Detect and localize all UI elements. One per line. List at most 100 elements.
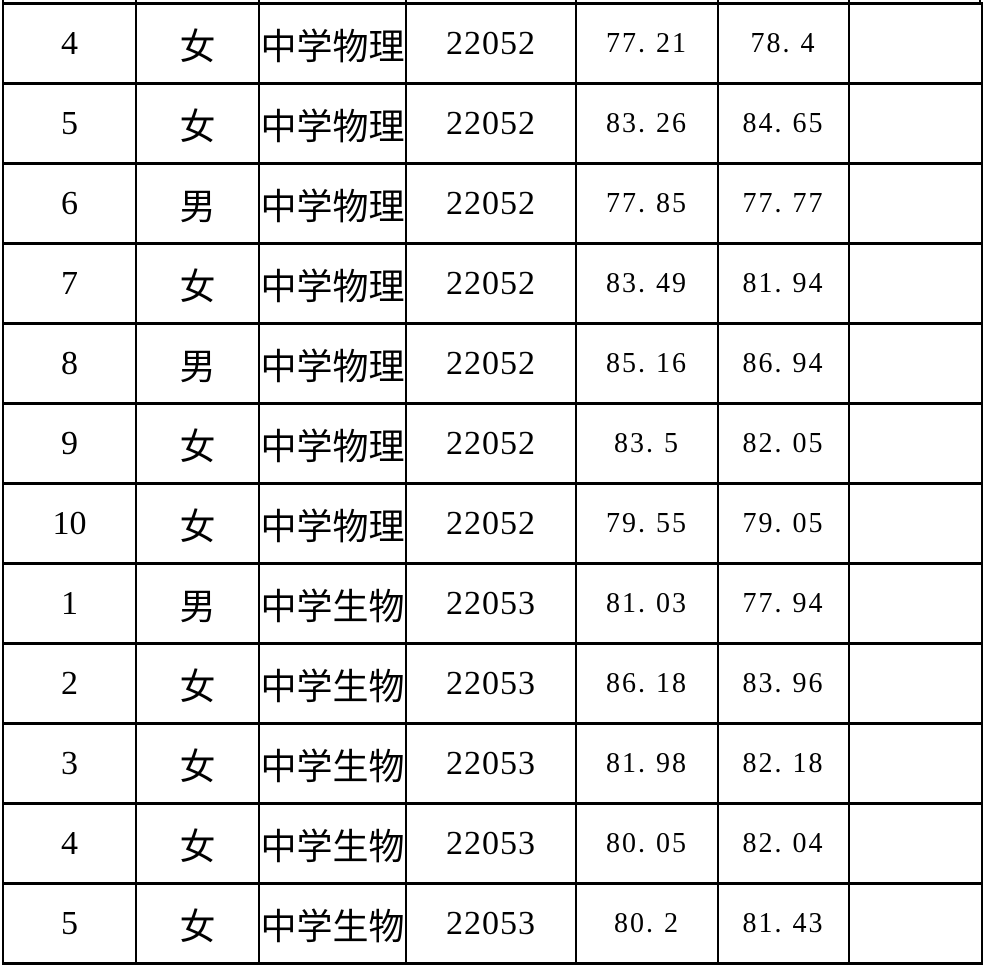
cell-code: 22052: [405, 2, 577, 85]
cell-blank: [848, 162, 983, 245]
cell-no: 1: [2, 562, 137, 645]
cell-gender: 男: [135, 162, 260, 245]
cell-score2: 82. 18: [717, 722, 850, 805]
grid-stub: [848, 0, 850, 3]
cell-blank: [848, 802, 983, 885]
table-row: 2 女中学生物 22053 86. 18 83. 96: [2, 642, 983, 725]
cell-subject: 中学生物: [258, 882, 407, 965]
cell-blank: [848, 322, 983, 405]
table-row: 4 女中学生物 22053 80. 05 82. 04: [2, 802, 983, 885]
cell-no: 5: [2, 882, 137, 965]
cell-gender: 女: [135, 642, 260, 725]
cell-code: 22052: [405, 162, 577, 245]
cell-code: 22052: [405, 82, 577, 165]
grid-stub: [135, 0, 137, 3]
cell-code: 22052: [405, 322, 577, 405]
table-row: 5 女中学生物 22053 80. 2 81. 43: [2, 882, 983, 965]
cell-subject: 中学物理: [258, 82, 407, 165]
table-row: 8 男中学物理 22052 85. 16 86. 94: [2, 322, 983, 405]
cell-score2: 77. 77: [717, 162, 850, 245]
cell-gender: 男: [135, 562, 260, 645]
cell-code: 22053: [405, 562, 577, 645]
cell-gender: 女: [135, 2, 260, 85]
cell-blank: [848, 882, 983, 965]
cell-score2: 83. 96: [717, 642, 850, 725]
cell-code: 22053: [405, 722, 577, 805]
cell-score1: 83. 26: [575, 82, 719, 165]
cell-no: 4: [2, 2, 137, 85]
cell-code: 22052: [405, 482, 577, 565]
cell-blank: [848, 722, 983, 805]
cell-score2: 78. 4: [717, 2, 850, 85]
cell-score1: 80. 2: [575, 882, 719, 965]
cell-gender: 女: [135, 802, 260, 885]
cell-code: 22052: [405, 242, 577, 325]
cell-score1: 83. 5: [575, 402, 719, 485]
cell-no: 3: [2, 722, 137, 805]
cell-score2: 81. 43: [717, 882, 850, 965]
cell-no: 4: [2, 802, 137, 885]
grid-stub: [258, 0, 260, 3]
cell-subject: 中学生物: [258, 722, 407, 805]
cell-no: 7: [2, 242, 137, 325]
cell-no: 2: [2, 642, 137, 725]
cell-code: 22053: [405, 882, 577, 965]
cell-subject: 中学生物: [258, 642, 407, 725]
cell-gender: 男: [135, 322, 260, 405]
cell-gender: 女: [135, 722, 260, 805]
cell-score1: 86. 18: [575, 642, 719, 725]
cell-code: 22052: [405, 402, 577, 485]
cell-gender: 女: [135, 882, 260, 965]
grid-stub: [575, 0, 577, 3]
cell-score1: 80. 05: [575, 802, 719, 885]
cell-blank: [848, 562, 983, 645]
cell-score2: 82. 04: [717, 802, 850, 885]
grid-stub: [405, 0, 407, 3]
cell-score1: 77. 21: [575, 2, 719, 85]
cell-score1: 85. 16: [575, 322, 719, 405]
table-row: 9 女中学物理 22052 83. 5 82. 05: [2, 402, 983, 485]
cell-blank: [848, 642, 983, 725]
cell-subject: 中学生物: [258, 802, 407, 885]
grid-stub: [2, 0, 4, 3]
cell-score2: 86. 94: [717, 322, 850, 405]
table-row: 10 女中学物理 22052 79. 55 79. 05: [2, 482, 983, 565]
cell-score2: 81. 94: [717, 242, 850, 325]
cell-score1: 79. 55: [575, 482, 719, 565]
cell-no: 10: [2, 482, 137, 565]
table-row: 5 女中学物理 22052 83. 26 84. 65: [2, 82, 983, 165]
cell-score2: 79. 05: [717, 482, 850, 565]
cell-no: 9: [2, 402, 137, 485]
grid-stub: [717, 0, 719, 3]
cell-score1: 83. 49: [575, 242, 719, 325]
cell-code: 22053: [405, 802, 577, 885]
cell-subject: 中学物理: [258, 162, 407, 245]
cell-blank: [848, 482, 983, 565]
cell-subject: 中学物理: [258, 322, 407, 405]
cell-code: 22053: [405, 642, 577, 725]
cell-subject: 中学物理: [258, 2, 407, 85]
cell-no: 5: [2, 82, 137, 165]
table-row: 3 女中学生物 22053 81. 98 82. 18: [2, 722, 983, 805]
cell-score2: 77. 94: [717, 562, 850, 645]
cell-score1: 77. 85: [575, 162, 719, 245]
cell-score1: 81. 03: [575, 562, 719, 645]
cell-blank: [848, 82, 983, 165]
cell-score2: 84. 65: [717, 82, 850, 165]
cell-blank: [848, 2, 983, 85]
cell-gender: 女: [135, 82, 260, 165]
cell-gender: 女: [135, 482, 260, 565]
table-row: 4 女中学物理 22052 77. 21 78. 4: [2, 2, 983, 85]
grid-stub: [979, 0, 981, 3]
table-row: 1 男中学生物 22053 81. 03 77. 94: [2, 562, 983, 645]
table-row: 6 男中学物理 22052 77. 85 77. 77: [2, 162, 983, 245]
cell-blank: [848, 242, 983, 325]
cell-subject: 中学物理: [258, 242, 407, 325]
cell-subject: 中学物理: [258, 482, 407, 565]
cell-blank: [848, 402, 983, 485]
table-row: 7 女中学物理 22052 83. 49 81. 94: [2, 242, 983, 325]
cell-gender: 女: [135, 402, 260, 485]
cell-no: 8: [2, 322, 137, 405]
